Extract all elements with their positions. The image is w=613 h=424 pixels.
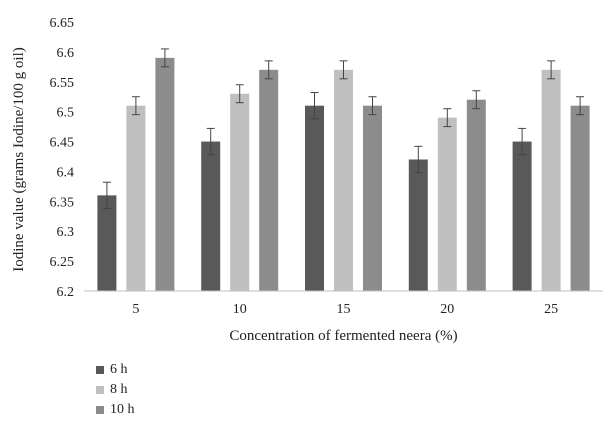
y-tick-label: 6.25 [50,255,75,270]
x-tick-label: 10 [233,302,247,317]
y-axis-label: Iodine value (grams Iodine/100 g oil) [11,47,27,272]
legend: 6 h 8 h 10 h [96,360,135,420]
legend-label: 10 h [110,402,135,417]
error-bar [102,181,111,210]
error-bar [206,127,215,156]
x-tick-labels: 5 10 15 20 25 [132,302,558,317]
bar-8h-25 [541,69,561,291]
bar-10h-5 [155,57,175,291]
bar-6h-10 [201,141,221,291]
legend-swatch [96,406,104,414]
error-bar [518,127,527,156]
legend-item-8h: 8 h [96,380,135,400]
y-tick-labels: 6.2 6.25 6.3 6.35 6.4 6.45 6.5 6.55 6.6 6.65 [50,16,75,300]
error-bar [547,60,556,80]
bar-8h-15 [334,69,353,291]
legend-label: 8 h [110,382,128,397]
bar-6h-25 [512,141,532,291]
bar-8h-10 [230,93,250,291]
error-bar [414,145,423,174]
y-tick-label: 6.55 [50,76,75,91]
x-tick-label: 25 [544,302,558,317]
x-tick-label: 15 [337,302,351,317]
x-tick-label: 20 [440,302,454,317]
x-axis-label: Concentration of fermented neera (%) [229,328,457,344]
bar-8h-20 [437,117,457,292]
error-bar [235,84,244,104]
bar-8h-5 [126,105,146,291]
y-tick-label: 6.45 [50,136,75,151]
error-bar [576,96,585,116]
bar-6h-5 [97,195,117,291]
y-tick-label: 6.35 [50,195,75,210]
error-bars [102,48,585,210]
bars [97,57,590,292]
legend-swatch [96,366,104,374]
error-bar [443,108,452,128]
error-bar [310,92,319,120]
y-tick-label: 6.6 [57,46,75,61]
legend-item-6h: 6 h [96,360,135,380]
error-bar [472,90,481,110]
error-bar [160,48,169,68]
y-tick-label: 6.3 [57,225,75,240]
y-tick-label: 6.65 [50,16,75,31]
y-tick-label: 6.4 [57,165,75,180]
error-bar [131,96,140,116]
error-bar [368,96,377,116]
error-bar [339,60,348,80]
bar-10h-15 [363,105,382,291]
legend-swatch [96,386,104,394]
bar-10h-25 [570,105,590,291]
bar-6h-15 [305,105,324,291]
y-tick-label: 6.5 [57,106,75,121]
legend-item-10h: 10 h [96,400,135,420]
y-tick-label: 6.2 [57,285,75,300]
bar-6h-20 [408,159,428,291]
error-bar [264,60,273,80]
bar-10h-20 [466,99,486,291]
x-tick-label: 5 [132,302,139,317]
legend-label: 6 h [110,362,128,377]
bar-10h-10 [259,69,279,291]
